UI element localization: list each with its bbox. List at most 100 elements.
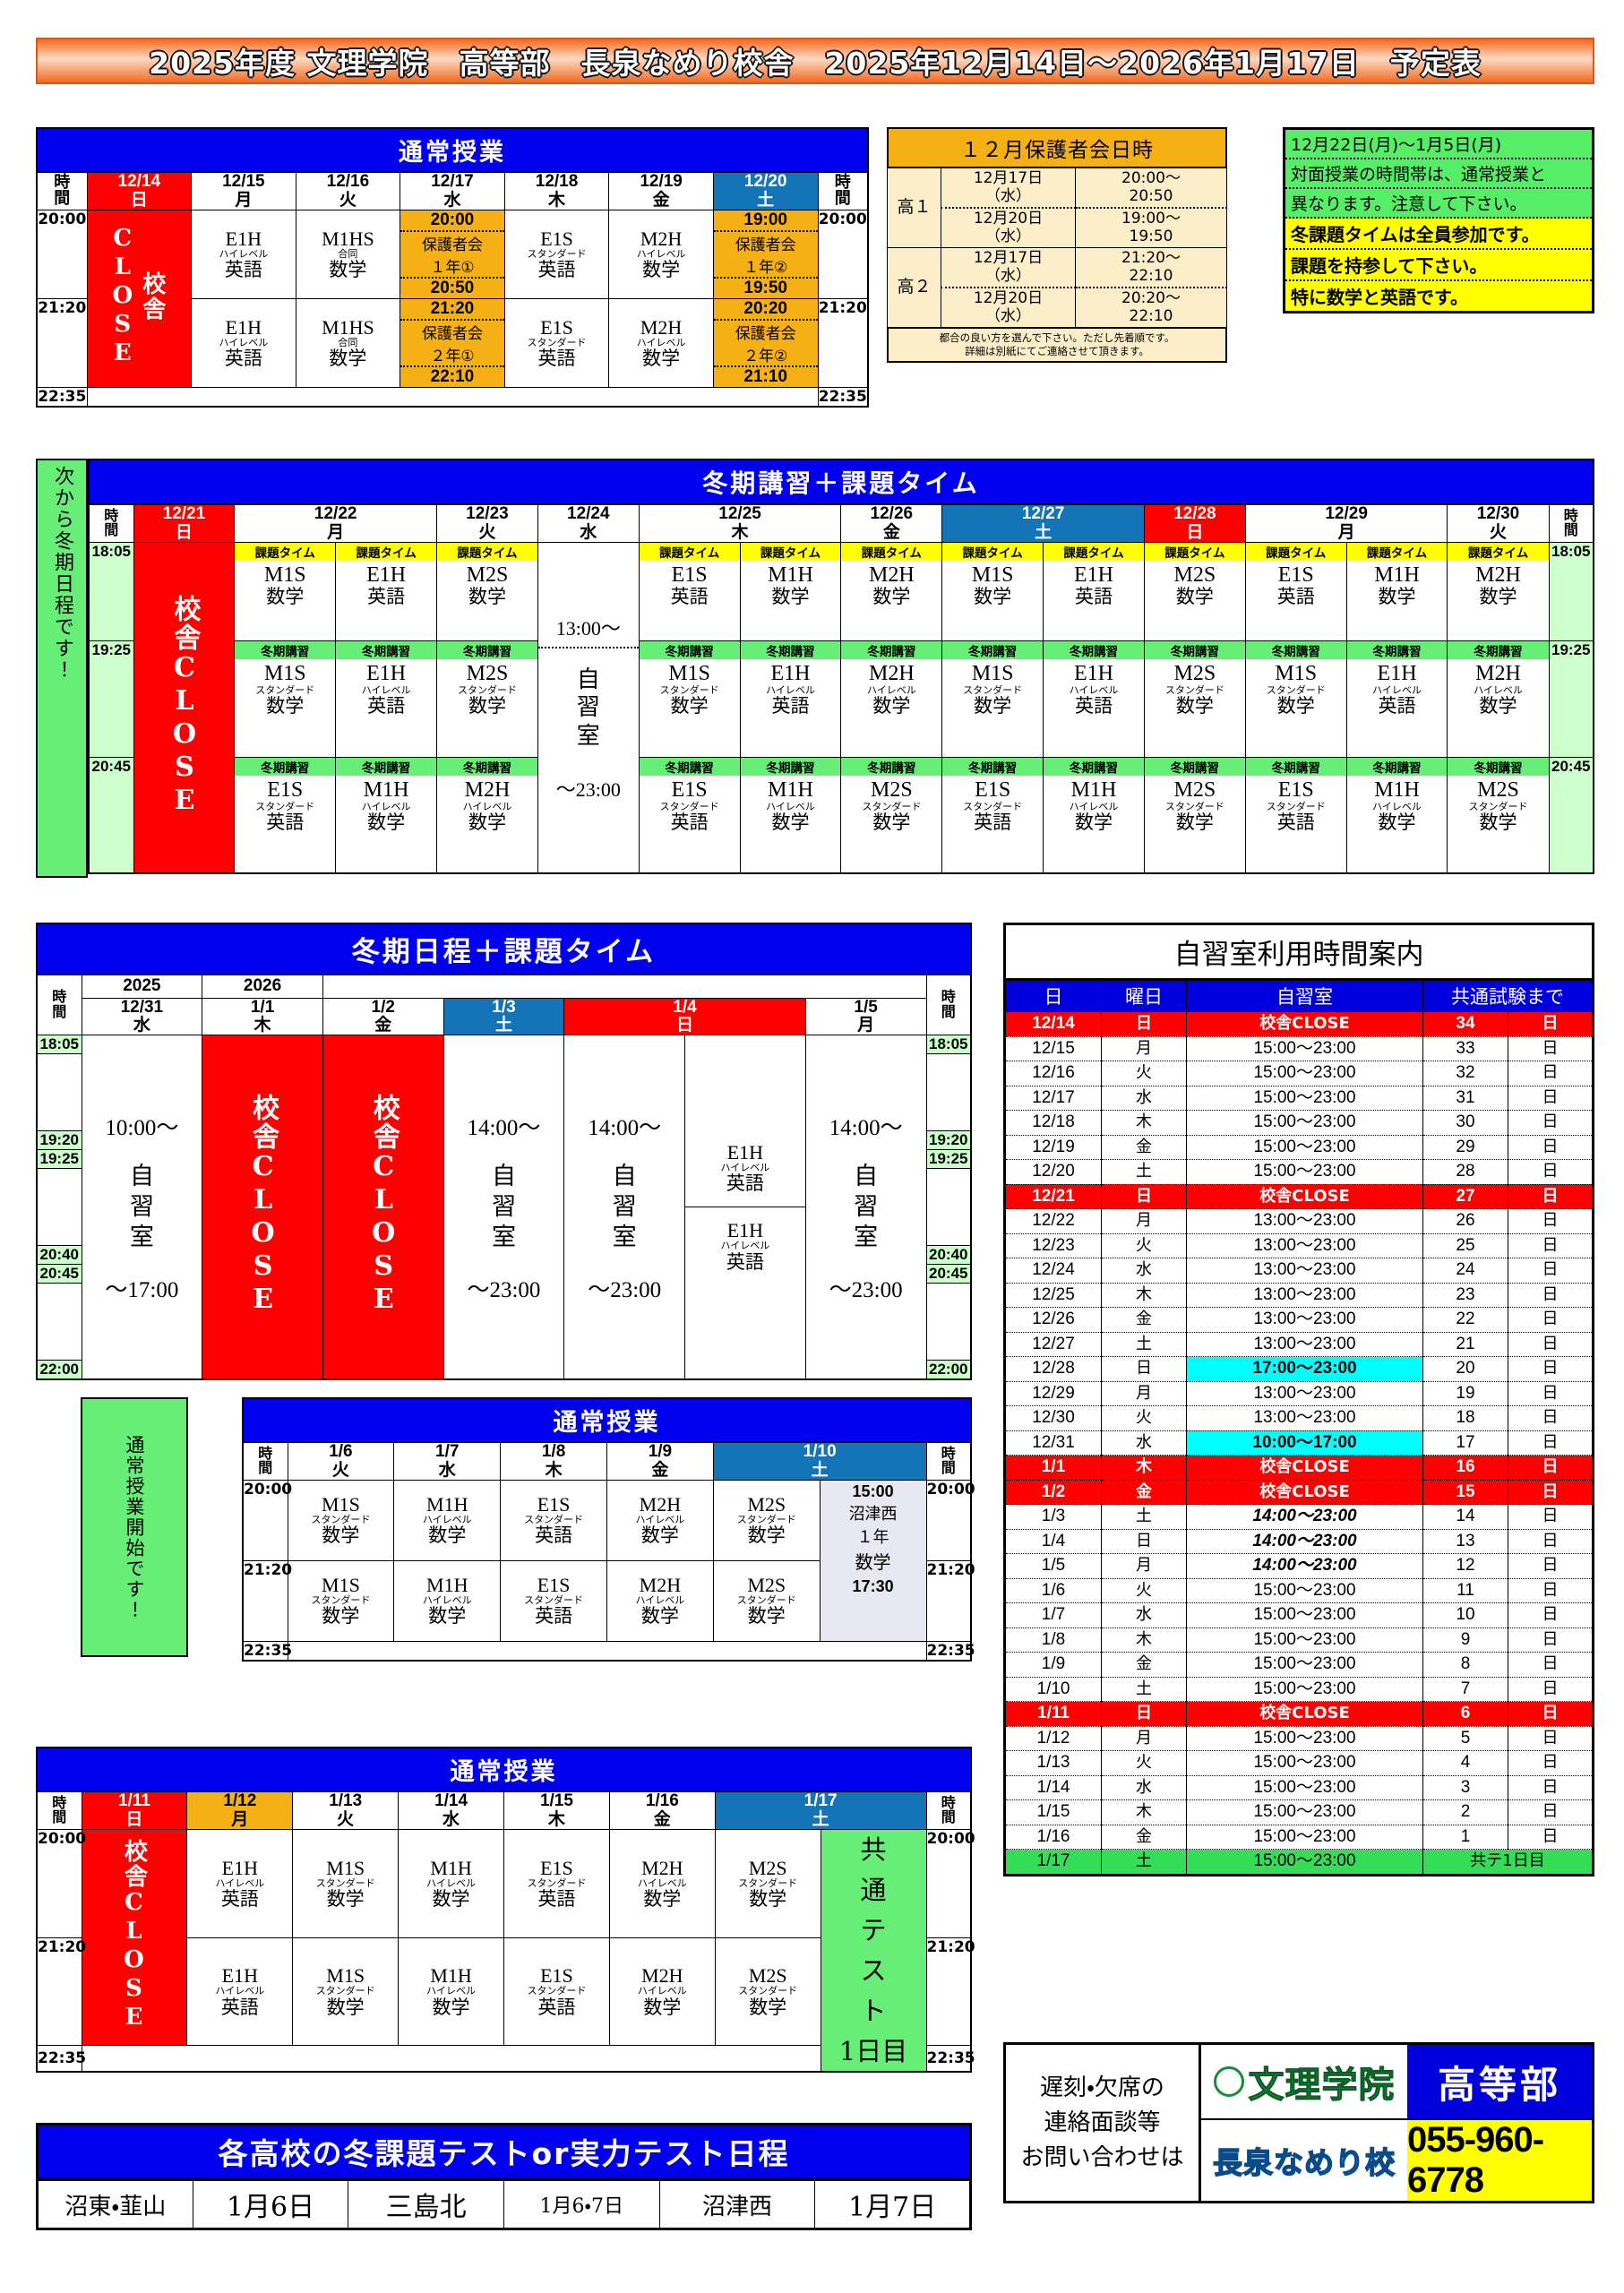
study-countdown-unit: 日 xyxy=(1508,1332,1594,1357)
class-cell[interactable]: M1H ハイレベル 数学 xyxy=(393,1559,502,1642)
toki-cell[interactable]: 冬期講習 E1S スタンダード 英語 xyxy=(234,756,337,874)
toki-level: スタンダード xyxy=(1266,801,1326,813)
toki-cell[interactable]: 冬期講習 M1S スタンダード 数学 xyxy=(1244,640,1347,758)
toki-cell[interactable]: 冬期講習 M1H ハイレベル 数学 xyxy=(1345,756,1448,874)
toki-code: E1H xyxy=(1074,661,1114,685)
class-cell[interactable]: M2S スタンダード 数学 xyxy=(712,1479,821,1561)
kadai-cell[interactable]: 課題タイム M1H 数学 xyxy=(739,541,842,641)
toki-cell[interactable]: 冬期講習 M2S スタンダード 数学 xyxy=(1143,640,1246,758)
study-countdown: 共テ1日目 xyxy=(1422,1849,1594,1876)
class-cell[interactable]: M2S スタンダード 数学 xyxy=(712,1559,821,1642)
special-class-cell[interactable]: 15:00 沼津西 １年 数学 17:30 xyxy=(819,1479,927,1642)
toki-cell[interactable]: 冬期講習 E1S スタンダード 英語 xyxy=(941,756,1044,874)
toki-cell[interactable]: 冬期講習 E1S スタンダード 英語 xyxy=(1244,756,1347,874)
class-subject: 数学 xyxy=(747,1605,786,1627)
pta-cell[interactable]: 19:00 保護者会 １年② 19:50 xyxy=(712,209,819,299)
table-footer-row: 22:35 22:35 xyxy=(36,2045,975,2073)
toki-cell[interactable]: 冬期講習 M1H ハイレベル 数学 xyxy=(739,756,842,874)
class-cell[interactable]: E1S スタンダード 英語 xyxy=(503,209,610,299)
class-cell[interactable]: M1H ハイレベル 数学 xyxy=(398,1828,504,1938)
class-cell[interactable]: E1H ハイレベル 英語 xyxy=(186,1937,294,2047)
class-cell[interactable]: E1H ハイレベル 英語 xyxy=(186,1828,294,1938)
day-dow: 火 xyxy=(331,1459,349,1480)
class-cell[interactable]: M2H ハイレベル 数学 xyxy=(608,297,714,388)
class-cell[interactable]: M1S スタンダード 数学 xyxy=(287,1559,395,1642)
class-cell[interactable]: M2H ハイレベル 数学 xyxy=(608,209,714,299)
kadai-cell[interactable]: 課題タイム E1H 英語 xyxy=(335,541,438,641)
toki-cell[interactable]: 冬期講習 E1S スタンダード 英語 xyxy=(638,756,741,874)
class-cell[interactable]: M2H ハイレベル 数学 xyxy=(606,1479,714,1561)
class-cell[interactable]: M1HS 合同 数学 xyxy=(295,209,401,299)
toki-cell[interactable]: 冬期講習 M2H ハイレベル 数学 xyxy=(840,640,943,758)
toki-cell[interactable]: 冬期講習 M2S スタンダード 数学 xyxy=(1143,756,1246,874)
kadai-cell[interactable]: 課題タイム M2H 数学 xyxy=(1447,541,1550,641)
kadai-cell[interactable]: 課題タイム E1S 英語 xyxy=(638,541,741,641)
kadai-cell[interactable]: 課題タイム M1H 数学 xyxy=(1345,541,1448,641)
kadai-cell[interactable]: 課題タイム E1H 英語 xyxy=(1043,541,1145,641)
kadai-cell[interactable]: 課題タイム M2S 数学 xyxy=(1143,541,1246,641)
kadai-cell[interactable]: 課題タイム M1S 数学 xyxy=(941,541,1044,641)
class-cell[interactable]: M2H ハイレベル 数学 xyxy=(608,1937,716,2047)
toki-cell[interactable]: 冬期講習 M2S スタンダード 数学 xyxy=(1447,756,1550,874)
toki-cell[interactable]: 冬期講習 M1S スタンダード 数学 xyxy=(638,640,741,758)
class-cell[interactable]: M1H ハイレベル 数学 xyxy=(398,1937,504,2047)
phone-number[interactable]: 055-960-6778 xyxy=(1407,2120,1592,2201)
time-slot-2-start-right: 19:25 xyxy=(1548,640,1594,758)
class-cell[interactable]: E1S スタンダード 英語 xyxy=(500,1479,607,1561)
class-cell[interactable]: M1S スタンダード 数学 xyxy=(287,1479,395,1561)
toki-cell[interactable]: 冬期講習 E1H ハイレベル 英語 xyxy=(739,640,842,758)
class-cell[interactable]: M1S スタンダード 数学 xyxy=(292,1937,400,2047)
toki-cell[interactable]: 冬期講習 M1S スタンダード 数学 xyxy=(941,640,1044,758)
pta-cell[interactable]: 20:00 保護者会 １年① 20:50 xyxy=(400,209,505,299)
closed-label: 校舎CLOSE xyxy=(120,1839,148,2033)
class-cell[interactable]: E1S スタンダード 英語 xyxy=(503,1937,610,2047)
toki-cell[interactable]: 冬期講習 E1H ハイレベル 英語 xyxy=(1043,640,1145,758)
kadai-cell[interactable]: 課題タイム E1S 英語 xyxy=(1244,541,1347,641)
kadai-cell[interactable]: 課題タイム M2H 数学 xyxy=(840,541,943,641)
class-cell[interactable]: E1S スタンダード 英語 xyxy=(500,1559,607,1642)
bunri-mark-icon xyxy=(1213,2066,1244,2097)
toki-cell[interactable]: 冬期講習 M2S スタンダード 数学 xyxy=(436,640,538,758)
kadai-cell[interactable]: 課題タイム M2S 数学 xyxy=(436,541,538,641)
extra-class-top[interactable]: E1H ハイレベル 英語 xyxy=(685,1129,805,1208)
study-date: 1/12 xyxy=(1004,1726,1102,1751)
toki-cell[interactable]: 冬期講習 M1S スタンダード 数学 xyxy=(234,640,337,758)
self-study-label: 自習室 xyxy=(576,666,600,750)
class-cell[interactable]: M2H ハイレベル 数学 xyxy=(608,1828,716,1938)
class-cell[interactable]: M1S スタンダード 数学 xyxy=(292,1828,400,1938)
toki-cell[interactable]: 冬期講習 E1H ハイレベル 英語 xyxy=(335,640,438,758)
pta-cell[interactable]: 21:20 保護者会 ２年① 22:10 xyxy=(400,297,505,388)
class-cell[interactable]: E1H ハイレベル 英語 xyxy=(191,297,296,388)
class-cell[interactable]: M2H ハイレベル 数学 xyxy=(606,1559,714,1642)
study-date: 1/15 xyxy=(1004,1799,1102,1825)
class-cell[interactable]: E1S スタンダード 英語 xyxy=(503,297,610,388)
class-cell[interactable]: M1H ハイレベル 数学 xyxy=(393,1479,502,1561)
class-cell[interactable]: E1H ハイレベル 英語 xyxy=(191,209,296,299)
class-level: ハイレベル xyxy=(636,336,686,348)
study-countdown: 33 xyxy=(1422,1036,1508,1061)
study-countdown: 26 xyxy=(1422,1208,1508,1234)
class-cell[interactable]: M2S スタンダード 数学 xyxy=(714,1828,821,1938)
toki-cell[interactable]: 冬期講習 M2S スタンダード 数学 xyxy=(840,756,943,874)
class-cell[interactable]: M2S スタンダード 数学 xyxy=(714,1937,821,2047)
day-header: 1/12 月 xyxy=(186,1791,294,1830)
class-cell[interactable]: M1HS 合同 数学 xyxy=(295,297,401,388)
class-cell[interactable]: E1S スタンダード 英語 xyxy=(503,1828,610,1938)
day-dow: 日 xyxy=(175,521,193,542)
table-row: 20:00 M1S スタンダード 数学 M1H ハイレベル 数学 E1S スタン… xyxy=(242,1479,975,1642)
study-countdown-unit: 日 xyxy=(1508,1036,1594,1061)
class-level: ハイレベル xyxy=(637,1876,687,1889)
toki-cell[interactable]: 冬期講習 E1H ハイレベル 英語 xyxy=(1345,640,1448,758)
kadai-cell[interactable]: 課題タイム M1S 数学 xyxy=(234,541,337,641)
study-countdown: 2 xyxy=(1422,1799,1508,1825)
toki-cell[interactable]: 冬期講習 M2H ハイレベル 数学 xyxy=(1447,640,1550,758)
toki-cell[interactable]: 冬期講習 M1H ハイレベル 数学 xyxy=(335,756,438,874)
study-hours: 13:00～23:00 xyxy=(1186,1233,1423,1258)
toki-cell[interactable]: 冬期講習 M1H ハイレベル 数学 xyxy=(1043,756,1145,874)
pta-cell[interactable]: 20:20 保護者会 ２年② 21:10 xyxy=(712,297,819,388)
study-date: 1/3 xyxy=(1004,1504,1102,1530)
toki-cell[interactable]: 冬期講習 M2H ハイレベル 数学 xyxy=(436,756,538,874)
extra-class-bottom[interactable]: E1H ハイレベル 英語 xyxy=(685,1207,805,1284)
special-subject: 数学 xyxy=(855,1550,891,1573)
time-end-right: 22:35 xyxy=(925,2045,975,2073)
